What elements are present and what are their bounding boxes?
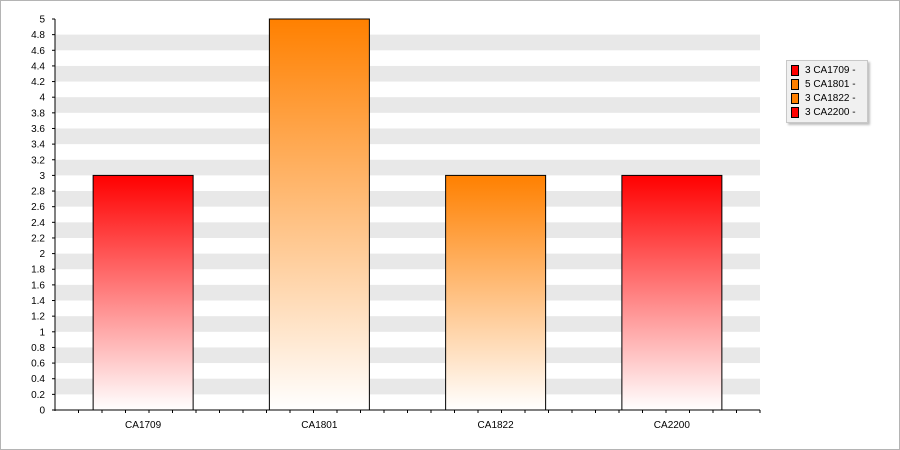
legend-label: 3 CA2200 - <box>805 106 856 118</box>
x-tick-label: CA1801 <box>301 420 338 431</box>
y-tick-label: 1.8 <box>31 265 45 276</box>
grid-band <box>55 378 760 395</box>
y-tick-label: 4.8 <box>31 30 45 41</box>
legend-swatch <box>791 92 799 104</box>
legend-item: 3 CA2200 - <box>787 105 867 119</box>
y-tick-label: 2.6 <box>31 202 45 213</box>
y-tick-label: 3.2 <box>31 155 45 166</box>
y-tick-label: 2 <box>39 249 45 260</box>
legend-item: 3 CA1822 - <box>787 91 867 105</box>
y-tick-label: 0.8 <box>31 343 45 354</box>
grid-band <box>55 316 760 332</box>
legend-item: 3 CA1709 - <box>787 63 867 77</box>
y-tick-label: 4.4 <box>31 61 45 72</box>
grid-bands <box>55 34 760 395</box>
x-tick-label: CA2200 <box>654 420 691 431</box>
axes <box>52 18 761 413</box>
bar <box>445 174 547 411</box>
y-tick-label: 4 <box>39 93 45 104</box>
grid-band <box>55 222 760 238</box>
y-tick-label: 4.2 <box>31 77 45 88</box>
legend-item: 5 CA1801 - <box>787 77 867 91</box>
y-tick-label: 3.8 <box>31 108 45 119</box>
y-tick-label: 3.4 <box>31 140 45 151</box>
y-tick-label: 2.4 <box>31 218 45 229</box>
grid-band <box>55 97 760 113</box>
y-tick-label: 0.2 <box>31 390 45 401</box>
y-tick-label: 1.6 <box>31 280 45 291</box>
bars <box>92 18 723 411</box>
legend-label: 3 CA1709 - <box>805 64 856 76</box>
y-tick-label: 5 <box>39 15 45 26</box>
bar <box>92 174 194 411</box>
y-tick-label: 3 <box>39 171 45 182</box>
y-tick-label: 3.6 <box>31 124 45 135</box>
grid-band <box>55 65 760 82</box>
legend: 3 CA1709 - 5 CA1801 - 3 CA1822 - 3 CA220… <box>786 60 868 123</box>
grid-band <box>55 253 760 270</box>
y-tick-label: 0.4 <box>31 374 45 385</box>
y-tick-labels: 0 0.2 0.4 0.6 0.8 1 1.2 1.4 1.6 1.8 2 2.2 2.4 2.6 2.8 3… <box>31 15 45 417</box>
x-tick-labels: CA1709 CA1801 CA1822 CA2200 <box>125 420 690 431</box>
legend-swatch <box>791 78 799 90</box>
y-tick-label: 1.2 <box>31 312 45 323</box>
y-tick-label: 4.6 <box>31 46 45 57</box>
grid-band <box>55 284 760 301</box>
x-tick-label: CA1822 <box>478 420 515 431</box>
y-tick-label: 2.8 <box>31 187 45 198</box>
x-tick-label: CA1709 <box>125 420 162 431</box>
grid-band <box>55 34 760 51</box>
bar <box>268 18 370 411</box>
legend-label: 5 CA1801 - <box>805 78 856 90</box>
y-tick-label: 1.4 <box>31 296 45 307</box>
legend-label: 3 CA1822 - <box>805 92 856 104</box>
legend-swatch <box>791 64 799 76</box>
legend-swatch <box>791 106 799 118</box>
grid-band <box>55 191 760 207</box>
y-tick-label: 1 <box>39 327 45 338</box>
y-tick-label: 0 <box>39 406 45 417</box>
y-tick-label: 0.6 <box>31 359 45 370</box>
grid-band <box>55 128 760 145</box>
y-tick-label: 2.2 <box>31 233 45 244</box>
grid-band <box>55 159 760 176</box>
grid-band <box>55 347 760 364</box>
bar <box>621 174 723 411</box>
